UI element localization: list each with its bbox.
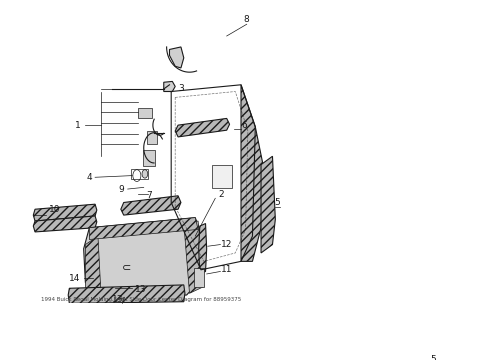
Polygon shape — [175, 118, 229, 137]
Bar — [147, 131, 157, 144]
Text: 6: 6 — [241, 121, 247, 130]
Polygon shape — [84, 218, 204, 299]
Polygon shape — [68, 285, 185, 303]
Text: ⊂: ⊂ — [122, 263, 131, 273]
Bar — [138, 108, 152, 118]
Bar — [194, 268, 204, 287]
Polygon shape — [33, 204, 97, 221]
Bar — [212, 165, 232, 188]
Polygon shape — [241, 85, 264, 261]
Text: 14: 14 — [70, 274, 81, 283]
Text: 4: 4 — [87, 173, 92, 182]
Text: 10: 10 — [49, 205, 61, 214]
Polygon shape — [85, 236, 101, 295]
Text: 12: 12 — [221, 240, 232, 249]
Polygon shape — [33, 216, 97, 232]
Polygon shape — [121, 196, 181, 215]
Polygon shape — [164, 81, 175, 91]
Text: 13: 13 — [112, 295, 123, 304]
Text: 11: 11 — [221, 265, 232, 274]
Text: 13: 13 — [135, 285, 147, 294]
Polygon shape — [184, 221, 204, 293]
Bar — [131, 169, 148, 179]
Bar — [143, 150, 155, 166]
Polygon shape — [170, 47, 184, 68]
Text: 7: 7 — [147, 191, 152, 200]
Text: 5: 5 — [274, 198, 280, 207]
Polygon shape — [261, 156, 275, 253]
Text: 3: 3 — [178, 85, 184, 94]
Text: 5: 5 — [430, 355, 436, 360]
Polygon shape — [198, 224, 207, 274]
Text: 8: 8 — [244, 15, 249, 24]
Text: 1994 Buick Regal Molding,Front Side Door Center Diagram for 88959375: 1994 Buick Regal Molding,Front Side Door… — [41, 297, 241, 302]
Text: 9: 9 — [118, 185, 123, 194]
Text: 2: 2 — [218, 190, 224, 199]
Text: 1: 1 — [75, 121, 81, 130]
Circle shape — [142, 170, 148, 178]
Polygon shape — [89, 218, 198, 239]
